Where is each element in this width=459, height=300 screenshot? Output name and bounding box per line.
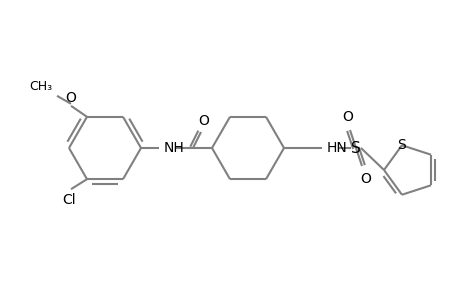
Text: O: O <box>198 114 209 128</box>
Text: S: S <box>397 138 405 152</box>
Text: O: O <box>360 172 370 186</box>
Text: Cl: Cl <box>62 193 76 207</box>
Text: S: S <box>350 140 360 155</box>
Text: O: O <box>342 110 353 124</box>
Text: CH₃: CH₃ <box>29 80 52 93</box>
Text: NH: NH <box>164 141 185 155</box>
Text: O: O <box>66 91 76 105</box>
Text: HN: HN <box>326 141 347 155</box>
